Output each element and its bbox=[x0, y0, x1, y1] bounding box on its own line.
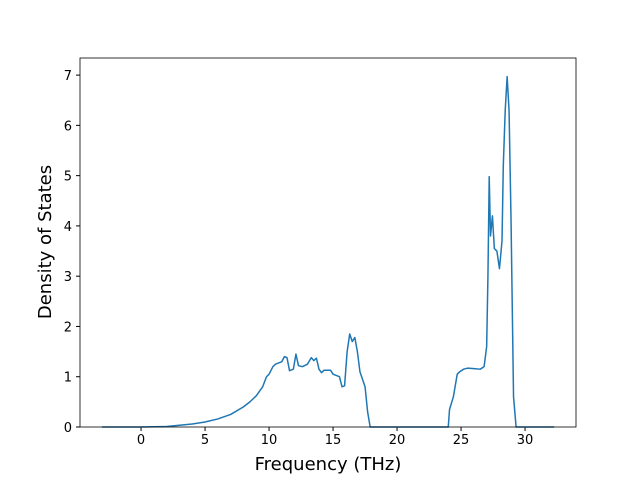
x-tick-label: 0 bbox=[137, 433, 145, 448]
y-tick-label: 4 bbox=[64, 220, 72, 235]
x-tick-label: 5 bbox=[201, 433, 209, 448]
x-tick-label: 10 bbox=[261, 433, 278, 448]
y-tick-label: 1 bbox=[64, 371, 72, 386]
y-tick-label: 0 bbox=[64, 421, 72, 436]
x-axis-label: Frequency (THz) bbox=[255, 454, 402, 475]
y-tick-label: 7 bbox=[64, 69, 72, 84]
y-tick-label: 5 bbox=[64, 170, 72, 185]
x-tick-label: 25 bbox=[453, 433, 470, 448]
line bbox=[102, 75, 555, 428]
x-tick-label: 20 bbox=[389, 433, 406, 448]
x-tick-label: 30 bbox=[517, 433, 534, 448]
y-tick-label: 6 bbox=[64, 119, 72, 134]
x-tick-label: 15 bbox=[325, 433, 342, 448]
y-axis-label: Density of States bbox=[35, 165, 56, 319]
y-tick-label: 3 bbox=[64, 270, 72, 285]
plot-frame bbox=[79, 57, 577, 428]
y-tick-label: 2 bbox=[64, 320, 72, 335]
